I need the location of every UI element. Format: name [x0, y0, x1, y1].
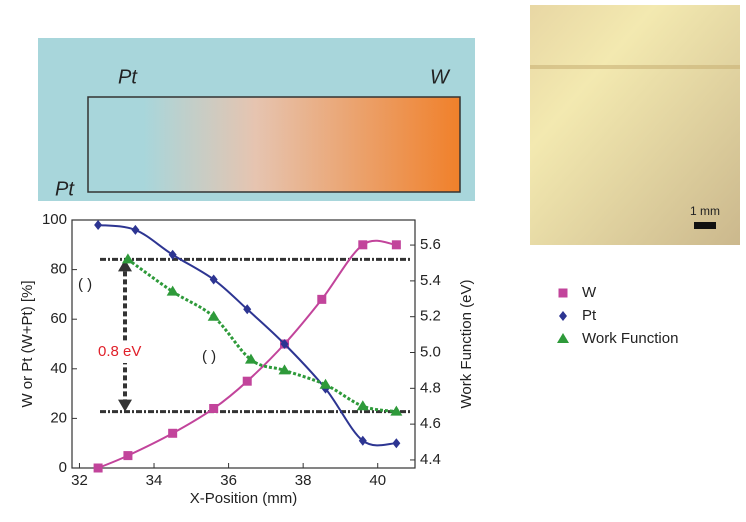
marker: [392, 438, 401, 449]
photo: [530, 5, 740, 245]
x-tick-label: 34: [146, 472, 163, 489]
marker: [93, 463, 103, 473]
annotation: ( ): [202, 348, 216, 365]
marker: [317, 294, 327, 304]
marker: [319, 378, 332, 389]
y2-tick-label: 4.4: [420, 451, 441, 468]
x-tick-label: 36: [220, 472, 237, 489]
marker: [559, 311, 567, 321]
marker: [557, 333, 569, 343]
marker: [242, 376, 252, 386]
marker: [121, 253, 134, 264]
marker: [558, 288, 568, 298]
y-tick-label: 0: [59, 459, 67, 476]
scale-label: 1 mm: [690, 204, 720, 218]
fit-line: [127, 258, 397, 414]
schematic-label: Pt: [55, 178, 75, 200]
y2-tick-label: 4.6: [420, 415, 441, 432]
x-tick-label: 40: [369, 472, 386, 489]
annotation: ( ): [78, 276, 92, 293]
marker: [94, 219, 103, 230]
marker: [391, 240, 401, 250]
y-tick-label: 60: [50, 310, 67, 327]
label-bg: [96, 341, 162, 363]
y-axis-label: W or Pt (W+Pt) [%]: [19, 280, 36, 407]
marker: [209, 274, 218, 285]
y2-tick-label: 5.2: [420, 308, 441, 325]
marker: [168, 428, 178, 438]
marker: [356, 400, 369, 411]
marker: [123, 451, 133, 461]
marker: [358, 240, 368, 250]
marker: [390, 405, 403, 416]
y-tick-label: 20: [50, 409, 67, 426]
marker: [244, 353, 257, 364]
schematic-label: W: [430, 66, 451, 88]
photo-band: [530, 65, 740, 69]
x-tick-label: 32: [71, 472, 88, 489]
plot-frame: [71, 219, 416, 469]
y-tick-label: 80: [50, 261, 67, 278]
marker: [358, 435, 367, 446]
annotation: 0.8 eV: [98, 343, 141, 360]
marker: [280, 339, 289, 349]
y-tick-label: 100: [42, 211, 67, 228]
y2-tick-label: 5.4: [420, 272, 441, 289]
y2-tick-label: 5.0: [420, 343, 441, 360]
marker: [207, 310, 220, 321]
gradient-film: [87, 96, 461, 193]
y2-tick-label: 4.8: [420, 379, 441, 396]
legend-label: Work Function: [582, 330, 678, 347]
marker: [278, 364, 291, 375]
y2-tick-label: 5.6: [420, 236, 441, 253]
marker: [131, 224, 140, 235]
y-tick-label: 40: [50, 360, 67, 377]
marker: [166, 285, 179, 296]
marker: [243, 304, 252, 315]
schematic-label: Pt: [118, 66, 138, 88]
marker: [168, 249, 177, 260]
legend-label: W: [582, 284, 597, 301]
scale-bar: [694, 222, 716, 229]
x-axis-label: X-Position (mm): [190, 490, 298, 507]
marker: [209, 403, 219, 413]
y2-axis-label: Work Function (eV): [458, 280, 475, 409]
x-tick-label: 38: [295, 472, 312, 489]
legend-label: Pt: [582, 307, 597, 324]
